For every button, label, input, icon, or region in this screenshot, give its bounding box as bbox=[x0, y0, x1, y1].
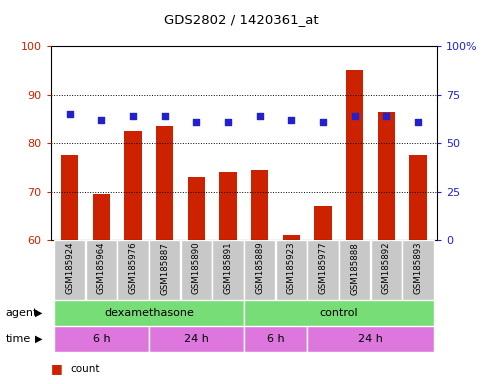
Text: GSM185893: GSM185893 bbox=[413, 242, 423, 295]
Point bbox=[319, 119, 327, 125]
Point bbox=[193, 119, 200, 125]
Bar bbox=[181, 240, 212, 300]
Bar bbox=[54, 326, 149, 352]
Bar bbox=[54, 240, 85, 300]
Text: 24 h: 24 h bbox=[358, 334, 383, 344]
Point bbox=[98, 117, 105, 123]
Text: count: count bbox=[70, 364, 99, 374]
Bar bbox=[307, 240, 339, 300]
Bar bbox=[156, 126, 173, 240]
Point bbox=[161, 113, 169, 119]
Text: GDS2802 / 1420361_at: GDS2802 / 1420361_at bbox=[164, 13, 319, 26]
Bar bbox=[213, 240, 244, 300]
Point bbox=[351, 113, 359, 119]
Text: GSM185887: GSM185887 bbox=[160, 242, 169, 295]
Point bbox=[224, 119, 232, 125]
Text: GSM185964: GSM185964 bbox=[97, 242, 106, 295]
Bar bbox=[339, 240, 370, 300]
Bar bbox=[276, 240, 307, 300]
Bar bbox=[410, 155, 427, 240]
Bar bbox=[61, 155, 78, 240]
Bar bbox=[378, 111, 395, 240]
Text: time: time bbox=[6, 334, 31, 344]
Bar bbox=[85, 240, 117, 300]
Text: GSM185892: GSM185892 bbox=[382, 242, 391, 295]
Bar bbox=[54, 300, 244, 326]
Bar bbox=[251, 170, 269, 240]
Bar bbox=[402, 240, 434, 300]
Bar bbox=[117, 240, 149, 300]
Text: 6 h: 6 h bbox=[93, 334, 110, 344]
Text: control: control bbox=[320, 308, 358, 318]
Point bbox=[383, 113, 390, 119]
Bar bbox=[283, 235, 300, 240]
Point bbox=[287, 117, 295, 123]
Bar bbox=[307, 326, 434, 352]
Point bbox=[129, 113, 137, 119]
Text: ▶: ▶ bbox=[35, 334, 43, 344]
Bar bbox=[371, 240, 402, 300]
Text: agent: agent bbox=[6, 308, 38, 318]
Point bbox=[66, 111, 73, 117]
Bar bbox=[149, 326, 244, 352]
Text: GSM185890: GSM185890 bbox=[192, 242, 201, 295]
Bar bbox=[244, 300, 434, 326]
Text: dexamethasone: dexamethasone bbox=[104, 308, 194, 318]
Text: 6 h: 6 h bbox=[267, 334, 284, 344]
Point bbox=[256, 113, 264, 119]
Text: GSM185888: GSM185888 bbox=[350, 242, 359, 295]
Bar bbox=[188, 177, 205, 240]
Text: GSM185891: GSM185891 bbox=[224, 242, 233, 295]
Bar bbox=[124, 131, 142, 240]
Bar bbox=[149, 240, 181, 300]
Text: ■: ■ bbox=[51, 362, 62, 376]
Bar bbox=[244, 240, 275, 300]
Text: GSM185976: GSM185976 bbox=[128, 242, 138, 295]
Text: ▶: ▶ bbox=[35, 308, 43, 318]
Bar bbox=[219, 172, 237, 240]
Bar bbox=[93, 194, 110, 240]
Text: GSM185923: GSM185923 bbox=[287, 242, 296, 295]
Text: GSM185977: GSM185977 bbox=[319, 242, 327, 295]
Bar bbox=[346, 70, 364, 240]
Text: 24 h: 24 h bbox=[184, 334, 209, 344]
Text: GSM185889: GSM185889 bbox=[255, 242, 264, 295]
Text: GSM185924: GSM185924 bbox=[65, 242, 74, 295]
Bar bbox=[314, 206, 332, 240]
Bar bbox=[244, 326, 307, 352]
Point bbox=[414, 119, 422, 125]
